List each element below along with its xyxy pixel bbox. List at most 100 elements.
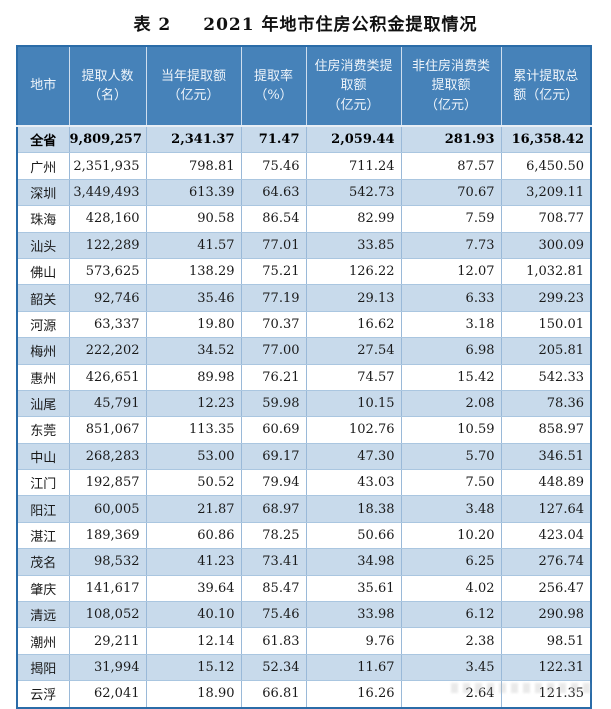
- table-row-total: 全省 9,809,257 2,341.37 71.47 2,059.44 281.93 16…: [16, 125, 592, 154]
- column-header-housing-consumption: 住房消费类提 取额 （亿元）: [305, 45, 402, 127]
- value-cell-housing-consumption: 711.24: [305, 152, 402, 180]
- city-cell: 云浮: [16, 680, 70, 709]
- value-cell-housing-consumption: 10.15: [305, 389, 402, 418]
- city-cell: 河源: [16, 310, 70, 339]
- city-cell: 佛山: [16, 257, 70, 286]
- value-cell-annual-amount: 113.35: [145, 416, 242, 444]
- value-cell-withdraw-rate: 75.46: [240, 152, 307, 180]
- value-cell-annual-amount: 41.57: [145, 231, 242, 259]
- value-cell-annual-amount: 60.86: [145, 521, 242, 550]
- value-cell-annual-amount: 138.29: [145, 257, 242, 286]
- value-cell-housing-consumption: 542.73: [305, 178, 402, 207]
- value-cell-withdrawers: 3,449,493: [68, 178, 147, 207]
- table-row: 茂名 98,532 41.23 73.41 34.98 6.25 276.74: [16, 548, 592, 576]
- value-cell-non-housing-consumption: 15.42: [400, 363, 502, 391]
- table-row: 汕尾 45,791 12.23 59.98 10.15 2.08 78.36: [16, 389, 592, 418]
- value-cell-non-housing-consumption: 281.93: [400, 125, 502, 154]
- city-cell: 广州: [16, 152, 70, 180]
- table-row: 东莞 851,067 113.35 60.69 102.76 10.59 858.97: [16, 416, 592, 444]
- table-row: 清远 108,052 40.10 75.46 33.98 6.12 290.98: [16, 601, 592, 629]
- value-cell-cumulative-total: 346.51: [500, 442, 592, 471]
- city-cell: 深圳: [16, 178, 70, 207]
- value-cell-withdraw-rate: 52.34: [240, 653, 307, 682]
- value-cell-annual-amount: 41.23: [145, 548, 242, 576]
- value-cell-withdrawers: 63,337: [68, 310, 147, 339]
- value-cell-housing-consumption: 33.98: [305, 601, 402, 629]
- value-cell-withdrawers: 141,617: [68, 574, 147, 603]
- value-cell-withdraw-rate: 71.47: [240, 125, 307, 154]
- table-row: 江门 192,857 50.52 79.94 43.03 7.50 448.89: [16, 469, 592, 497]
- value-cell-withdraw-rate: 78.25: [240, 521, 307, 550]
- value-cell-housing-consumption: 9.76: [305, 627, 402, 655]
- watermark: [451, 683, 591, 693]
- value-cell-annual-amount: 2,341.37: [145, 125, 242, 154]
- value-cell-withdrawers: 62,041: [68, 680, 147, 709]
- value-cell-withdrawers: 108,052: [68, 601, 147, 629]
- value-cell-cumulative-total: 858.97: [500, 416, 592, 444]
- city-cell: 珠海: [16, 205, 70, 233]
- city-cell: 江门: [16, 469, 70, 497]
- value-cell-non-housing-consumption: 6.33: [400, 284, 502, 312]
- value-cell-housing-consumption: 47.30: [305, 442, 402, 471]
- table-header-row: 地市 提取人数 （名） 当年提取额 （亿元） 提取率 （%） 住房消费类提 取额 （亿元…: [16, 45, 592, 127]
- value-cell-withdrawers: 268,283: [68, 442, 147, 471]
- city-cell: 中山: [16, 442, 70, 471]
- value-cell-annual-amount: 35.46: [145, 284, 242, 312]
- value-cell-withdrawers: 31,994: [68, 653, 147, 682]
- city-cell: 潮州: [16, 627, 70, 655]
- value-cell-annual-amount: 798.81: [145, 152, 242, 180]
- value-cell-cumulative-total: 122.31: [500, 653, 592, 682]
- value-cell-housing-consumption: 74.57: [305, 363, 402, 391]
- value-cell-annual-amount: 12.23: [145, 389, 242, 418]
- value-cell-housing-consumption: 16.26: [305, 680, 402, 709]
- value-cell-withdraw-rate: 59.98: [240, 389, 307, 418]
- value-cell-cumulative-total: 256.47: [500, 574, 592, 603]
- value-cell-housing-consumption: 126.22: [305, 257, 402, 286]
- value-cell-annual-amount: 39.64: [145, 574, 242, 603]
- value-cell-non-housing-consumption: 10.59: [400, 416, 502, 444]
- value-cell-withdrawers: 92,746: [68, 284, 147, 312]
- city-cell: 全省: [16, 125, 70, 154]
- table-number-label: 表 2: [133, 15, 172, 35]
- value-cell-withdraw-rate: 76.21: [240, 363, 307, 391]
- value-cell-cumulative-total: 276.74: [500, 548, 592, 576]
- value-cell-non-housing-consumption: 12.07: [400, 257, 502, 286]
- value-cell-annual-amount: 53.00: [145, 442, 242, 471]
- value-cell-withdraw-rate: 85.47: [240, 574, 307, 603]
- value-cell-annual-amount: 12.14: [145, 627, 242, 655]
- table-row: 潮州 29,211 12.14 61.83 9.76 2.38 98.51: [16, 627, 592, 655]
- value-cell-non-housing-consumption: 2.08: [400, 389, 502, 418]
- value-cell-withdrawers: 426,651: [68, 363, 147, 391]
- value-cell-non-housing-consumption: 3.45: [400, 653, 502, 682]
- value-cell-withdraw-rate: 73.41: [240, 548, 307, 576]
- table-title-text: 2021 年地市住房公积金提取情况: [203, 15, 478, 35]
- table-row: 广州 2,351,935 798.81 75.46 711.24 87.57 6,450.5…: [16, 152, 592, 180]
- value-cell-housing-consumption: 82.99: [305, 205, 402, 233]
- value-cell-non-housing-consumption: 3.48: [400, 495, 502, 523]
- value-cell-annual-amount: 34.52: [145, 337, 242, 365]
- value-cell-non-housing-consumption: 6.25: [400, 548, 502, 576]
- value-cell-cumulative-total: 98.51: [500, 627, 592, 655]
- value-cell-withdraw-rate: 61.83: [240, 627, 307, 655]
- value-cell-annual-amount: 90.58: [145, 205, 242, 233]
- value-cell-housing-consumption: 102.76: [305, 416, 402, 444]
- column-header-annual-amount: 当年提取额 （亿元）: [145, 45, 242, 127]
- page-title: 表 2 2021 年地市住房公积金提取情况: [0, 10, 611, 35]
- value-cell-non-housing-consumption: 5.70: [400, 442, 502, 471]
- table-row: 梅州 222,202 34.52 77.00 27.54 6.98 205.81: [16, 337, 592, 365]
- city-cell: 湛江: [16, 521, 70, 550]
- value-cell-cumulative-total: 1,032.81: [500, 257, 592, 286]
- value-cell-cumulative-total: 300.09: [500, 231, 592, 259]
- value-cell-non-housing-consumption: 6.12: [400, 601, 502, 629]
- value-cell-housing-consumption: 16.62: [305, 310, 402, 339]
- value-cell-withdrawers: 222,202: [68, 337, 147, 365]
- city-cell: 肇庆: [16, 574, 70, 603]
- value-cell-withdraw-rate: 75.21: [240, 257, 307, 286]
- table-row: 湛江 189,369 60.86 78.25 50.66 10.20 423.04: [16, 521, 592, 550]
- column-header-withdraw-rate: 提取率 （%）: [240, 45, 307, 127]
- city-cell: 阳江: [16, 495, 70, 523]
- table-row: 佛山 573,625 138.29 75.21 126.22 12.07 1,032.81: [16, 257, 592, 286]
- value-cell-withdraw-rate: 86.54: [240, 205, 307, 233]
- value-cell-housing-consumption: 35.61: [305, 574, 402, 603]
- value-cell-withdrawers: 428,160: [68, 205, 147, 233]
